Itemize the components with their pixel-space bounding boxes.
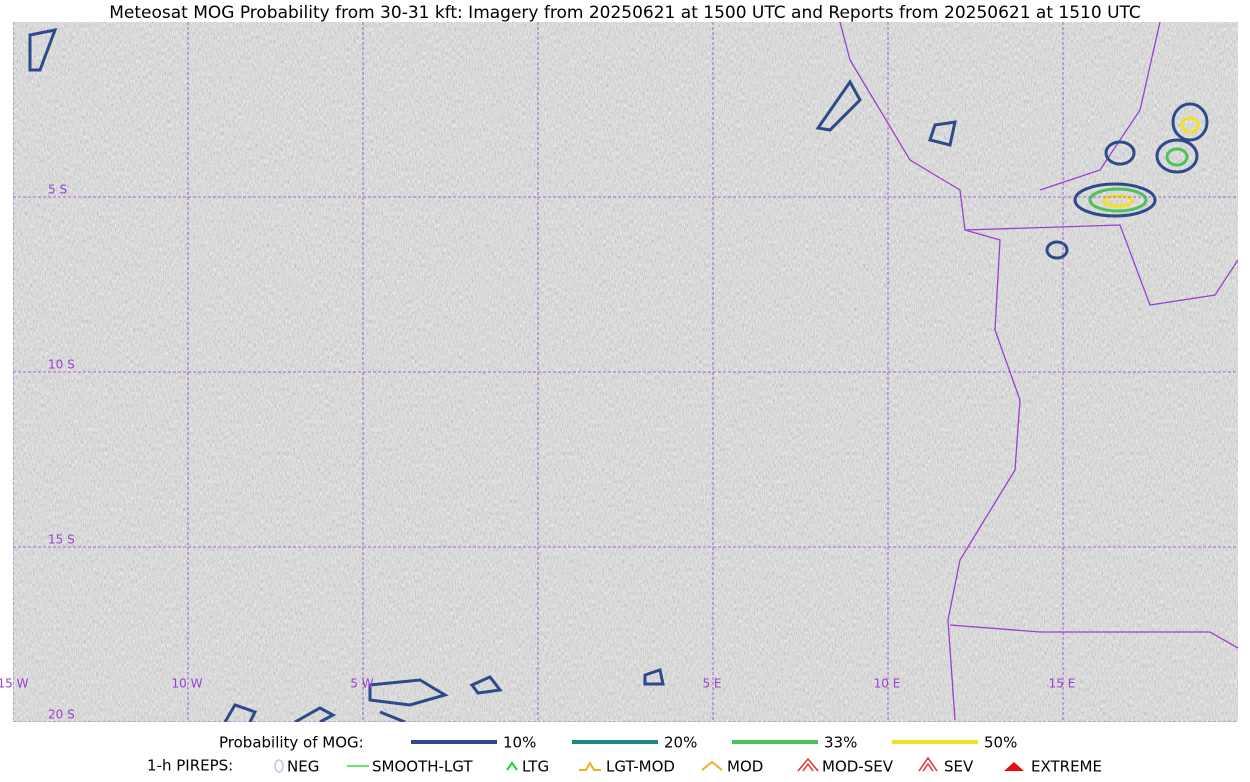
- lat-label: 15 S: [48, 533, 75, 547]
- lon-label: 5 E: [702, 677, 721, 691]
- pirep-symbol: [918, 756, 938, 772]
- mog-label: 10%: [503, 734, 536, 752]
- pirep-symbol: [1004, 762, 1024, 771]
- pirep-symbol: [506, 761, 518, 771]
- grid-labels: 15 W 10 W 5 W 5 E 10 E 15 E 5 S 10 S 15 S 20 S: [0, 183, 1075, 722]
- pirep-label: LTG: [522, 758, 549, 776]
- mog-label: 33%: [824, 734, 857, 752]
- lat-label: 5 S: [48, 183, 67, 197]
- pirep-symbol: [579, 760, 601, 771]
- pirep-label: NEG: [287, 758, 319, 776]
- pirep-label: LGT-MOD: [606, 758, 675, 776]
- pirep-symbol: [274, 759, 284, 773]
- map: [13, 22, 1238, 722]
- pirep-symbol: [701, 760, 723, 771]
- lon-label: 5 W: [350, 677, 373, 691]
- pirep-symbol: [797, 757, 819, 772]
- lon-label: 15 W: [0, 677, 29, 691]
- lon-label: 10 W: [172, 677, 203, 691]
- lat-label: 10 S: [48, 358, 75, 372]
- pirep-label: MOD: [727, 758, 763, 776]
- pirep-label: MOD-SEV: [822, 758, 894, 776]
- mog-legend-title: Probability of MOG:: [219, 734, 364, 752]
- mog-contours: [28, 27, 1209, 722]
- mog-label: 50%: [984, 734, 1017, 752]
- pirep-label: SMOOTH-LGT: [372, 758, 473, 776]
- pirep-symbol: [802, 762, 814, 772]
- lat-label: 20 S: [48, 708, 75, 722]
- borders: [839, 22, 1238, 721]
- pirep-legend-title: 1-h PIREPS:: [147, 757, 233, 775]
- legend: Probability of MOG: 10% 20% 33% 50% 1-h PIREP…: [147, 734, 1102, 776]
- pirep-label: EXTREME: [1031, 758, 1102, 776]
- mog-label: 20%: [664, 734, 697, 752]
- pirep-symbol: [922, 762, 934, 772]
- pirep-label: SEV: [944, 758, 974, 776]
- title: Meteosat MOG Probability from 30-31 kft:…: [109, 3, 1141, 23]
- lon-label: 15 E: [1049, 677, 1076, 691]
- lon-label: 10 E: [874, 677, 901, 691]
- graticule: [13, 22, 1238, 722]
